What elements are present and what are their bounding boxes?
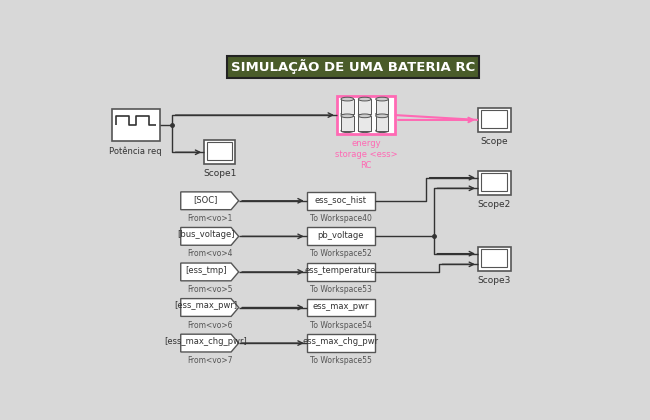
FancyBboxPatch shape — [204, 140, 235, 164]
Text: [ess_max_chg_pwr]: [ess_max_chg_pwr] — [164, 337, 247, 346]
FancyBboxPatch shape — [112, 109, 160, 141]
FancyBboxPatch shape — [227, 56, 479, 78]
Ellipse shape — [376, 129, 389, 133]
FancyBboxPatch shape — [358, 99, 371, 114]
FancyBboxPatch shape — [376, 116, 389, 131]
FancyBboxPatch shape — [307, 299, 374, 316]
Text: energy
storage <ess>
RC: energy storage <ess> RC — [335, 139, 397, 170]
Ellipse shape — [358, 112, 371, 116]
Text: ess_temperature: ess_temperature — [305, 266, 376, 275]
Text: [ess_tmp]: [ess_tmp] — [185, 266, 226, 275]
Ellipse shape — [341, 129, 354, 133]
Ellipse shape — [341, 114, 354, 118]
Ellipse shape — [376, 112, 389, 116]
Polygon shape — [181, 192, 239, 210]
Text: ess_max_pwr: ess_max_pwr — [313, 302, 369, 311]
Ellipse shape — [358, 114, 371, 118]
FancyBboxPatch shape — [481, 173, 508, 191]
Text: Potência req: Potência req — [109, 147, 162, 156]
Text: From<vo>1: From<vo>1 — [187, 214, 233, 223]
Text: [SOC]: [SOC] — [194, 194, 218, 204]
Ellipse shape — [341, 112, 354, 116]
FancyBboxPatch shape — [307, 263, 374, 281]
Text: [bus_voltage]: [bus_voltage] — [177, 230, 235, 239]
FancyBboxPatch shape — [341, 99, 354, 114]
Text: Scope2: Scope2 — [478, 200, 511, 209]
Text: Scope: Scope — [480, 137, 508, 146]
Text: To Workspace55: To Workspace55 — [310, 356, 372, 365]
Text: ess_soc_hist: ess_soc_hist — [315, 195, 367, 204]
Ellipse shape — [341, 97, 354, 101]
Text: ess_max_chg_pwr: ess_max_chg_pwr — [303, 337, 379, 346]
Text: [ess_max_pwr]: [ess_max_pwr] — [174, 302, 237, 310]
Ellipse shape — [376, 97, 389, 101]
FancyBboxPatch shape — [337, 97, 395, 134]
Text: To Workspace52: To Workspace52 — [310, 249, 372, 258]
FancyBboxPatch shape — [478, 247, 511, 271]
Text: pb_voltage: pb_voltage — [317, 231, 364, 239]
FancyBboxPatch shape — [207, 142, 232, 160]
FancyBboxPatch shape — [341, 116, 354, 131]
Text: From<vo>4: From<vo>4 — [187, 249, 233, 258]
Text: From<vo>7: From<vo>7 — [187, 356, 233, 365]
Ellipse shape — [358, 97, 371, 101]
FancyBboxPatch shape — [307, 192, 374, 210]
Ellipse shape — [358, 129, 371, 133]
Polygon shape — [181, 299, 239, 316]
FancyBboxPatch shape — [478, 108, 511, 132]
Polygon shape — [181, 263, 239, 281]
Text: To Workspace40: To Workspace40 — [310, 214, 372, 223]
Polygon shape — [181, 228, 239, 245]
Polygon shape — [181, 334, 239, 352]
FancyBboxPatch shape — [358, 116, 371, 131]
Text: From<vo>5: From<vo>5 — [187, 285, 233, 294]
FancyBboxPatch shape — [481, 249, 508, 267]
FancyBboxPatch shape — [307, 334, 374, 352]
FancyBboxPatch shape — [376, 99, 389, 114]
FancyBboxPatch shape — [481, 110, 508, 128]
FancyBboxPatch shape — [307, 228, 374, 245]
Text: Scope3: Scope3 — [478, 276, 511, 285]
Text: To Workspace54: To Workspace54 — [310, 320, 372, 330]
Text: To Workspace53: To Workspace53 — [310, 285, 372, 294]
Text: From<vo>6: From<vo>6 — [187, 320, 233, 330]
FancyBboxPatch shape — [478, 171, 511, 195]
Text: Scope1: Scope1 — [203, 169, 237, 178]
Text: SIMULAÇÃO DE UMA BATERIA RC: SIMULAÇÃO DE UMA BATERIA RC — [231, 59, 475, 74]
Ellipse shape — [376, 114, 389, 118]
